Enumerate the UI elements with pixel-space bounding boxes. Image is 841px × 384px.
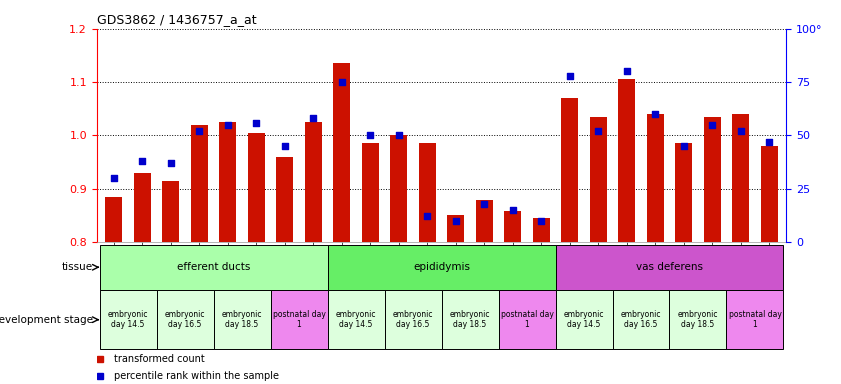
Text: embryonic
day 18.5: embryonic day 18.5 — [450, 310, 490, 329]
Bar — [447, 215, 464, 242]
Point — [250, 119, 263, 126]
Point — [278, 143, 292, 149]
Bar — [304, 122, 322, 242]
Text: percentile rank within the sample: percentile rank within the sample — [114, 371, 279, 381]
Bar — [191, 125, 208, 242]
Point — [620, 68, 633, 74]
Point — [135, 158, 149, 164]
Bar — [248, 133, 265, 242]
Bar — [327, 290, 384, 349]
Point — [478, 200, 491, 207]
Point — [193, 128, 206, 134]
Point — [307, 115, 320, 121]
Bar — [271, 290, 327, 349]
Text: GDS3862 / 1436757_a_at: GDS3862 / 1436757_a_at — [97, 13, 257, 26]
Bar — [333, 63, 351, 242]
Bar — [618, 79, 635, 242]
Text: epididymis: epididymis — [413, 262, 470, 272]
Bar — [99, 245, 327, 290]
Point — [363, 132, 377, 138]
Text: embryonic
day 16.5: embryonic day 16.5 — [621, 310, 661, 329]
Bar — [476, 200, 493, 242]
Point — [221, 122, 235, 128]
Text: embryonic
day 18.5: embryonic day 18.5 — [678, 310, 718, 329]
Point — [706, 122, 719, 128]
Point — [763, 139, 776, 145]
Bar — [675, 143, 692, 242]
Bar — [704, 117, 721, 242]
Bar — [276, 157, 294, 242]
Point — [677, 143, 690, 149]
Point — [335, 79, 348, 85]
Bar — [214, 290, 271, 349]
Text: efferent ducts: efferent ducts — [177, 262, 251, 272]
Text: embryonic
day 16.5: embryonic day 16.5 — [393, 310, 433, 329]
Bar — [362, 143, 378, 242]
Point — [164, 160, 177, 166]
Bar — [499, 290, 556, 349]
Bar — [556, 290, 612, 349]
Text: vas deferens: vas deferens — [636, 262, 703, 272]
Bar — [419, 143, 436, 242]
Bar — [99, 290, 156, 349]
Text: postnatal day
1: postnatal day 1 — [500, 310, 553, 329]
Point — [449, 217, 463, 223]
Text: postnatal day
1: postnatal day 1 — [272, 310, 325, 329]
Text: embryonic
day 14.5: embryonic day 14.5 — [336, 310, 376, 329]
Point — [107, 175, 120, 181]
Bar — [612, 290, 669, 349]
Bar — [561, 98, 579, 242]
Bar — [590, 117, 607, 242]
Bar — [733, 114, 749, 242]
Bar — [647, 114, 664, 242]
Bar — [162, 180, 179, 242]
Bar — [727, 290, 784, 349]
Point — [506, 207, 520, 213]
Text: embryonic
day 16.5: embryonic day 16.5 — [165, 310, 205, 329]
Bar — [556, 245, 784, 290]
Point — [591, 128, 605, 134]
Point — [563, 73, 576, 79]
Bar — [134, 173, 151, 242]
Text: embryonic
day 18.5: embryonic day 18.5 — [222, 310, 262, 329]
Text: embryonic
day 14.5: embryonic day 14.5 — [108, 310, 148, 329]
Bar — [390, 136, 407, 242]
Bar — [532, 218, 550, 242]
Text: tissue: tissue — [61, 262, 93, 272]
Bar — [505, 211, 521, 242]
Bar — [669, 290, 727, 349]
Text: postnatal day
1: postnatal day 1 — [728, 310, 781, 329]
Bar — [105, 197, 122, 242]
Point — [392, 132, 405, 138]
Bar — [220, 122, 236, 242]
Point — [648, 111, 662, 117]
Bar — [761, 146, 778, 242]
Point — [420, 213, 434, 219]
Bar — [442, 290, 499, 349]
Text: embryonic
day 14.5: embryonic day 14.5 — [563, 310, 604, 329]
Point — [734, 128, 748, 134]
Point — [535, 217, 548, 223]
Bar — [156, 290, 214, 349]
Text: transformed count: transformed count — [114, 354, 204, 364]
Bar — [327, 245, 556, 290]
Text: development stage: development stage — [0, 314, 93, 325]
Bar — [384, 290, 442, 349]
